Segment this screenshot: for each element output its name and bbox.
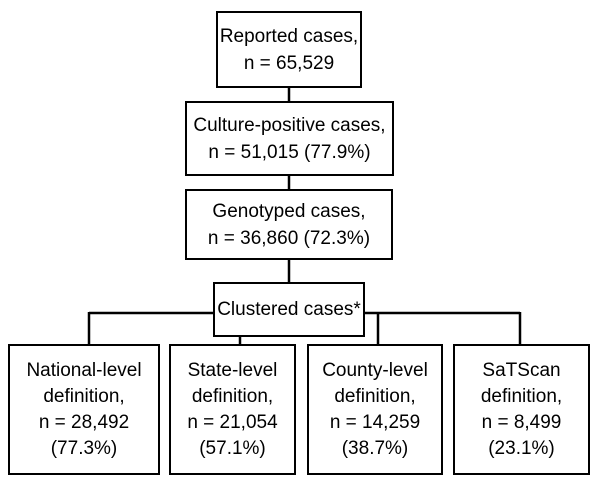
state-level-count: n = 21,054	[187, 411, 278, 433]
reported-cases-count: n = 65,529	[243, 52, 335, 74]
county-level-line1: County-level	[322, 359, 428, 381]
culture-positive-count: n = 51,015 (77.9%)	[208, 141, 371, 163]
clustered-label: Clustered cases*	[217, 299, 361, 320]
county-level-percent: (38.7%)	[341, 437, 409, 459]
state-level-percent: (57.1%)	[199, 437, 266, 459]
national-level-line2: definition,	[43, 385, 125, 407]
clustered-box: Clustered cases*	[213, 282, 365, 337]
national-level-percent: (77.3%)	[50, 437, 118, 459]
county-level-box: County-level definition, n = 14,259 (38.…	[307, 344, 443, 475]
state-level-box: State-level definition, n = 21,054 (57.1…	[169, 344, 296, 475]
genotyped-count: n = 36,860 (72.3%)	[207, 227, 371, 249]
satscan-box: SaTScan definition, n = 8,499 (23.1%)	[453, 344, 590, 475]
county-level-count: n = 14,259	[329, 411, 421, 433]
satscan-line1: SaTScan	[482, 359, 561, 381]
genotyped-label: Genotyped cases,	[212, 200, 366, 222]
reported-cases-label: Reported cases,	[219, 25, 359, 47]
state-level-line1: State-level	[187, 359, 278, 381]
culture-positive-label: Culture-positive cases,	[193, 114, 386, 136]
satscan-count: n = 8,499	[481, 411, 562, 433]
genotyped-box: Genotyped cases, n = 36,860 (72.3%)	[185, 189, 393, 260]
county-level-line2: definition,	[334, 385, 416, 407]
national-level-line1: National-level	[26, 359, 142, 381]
national-level-box: National-level definition, n = 28,492 (7…	[8, 344, 160, 475]
reported-cases-box: Reported cases, n = 65,529	[216, 11, 362, 88]
satscan-line2: definition,	[480, 385, 563, 407]
culture-positive-box: Culture-positive cases, n = 51,015 (77.9…	[185, 101, 394, 176]
satscan-percent: (23.1%)	[488, 437, 555, 459]
state-level-line2: definition,	[191, 385, 274, 407]
national-level-count: n = 28,492	[38, 411, 130, 433]
